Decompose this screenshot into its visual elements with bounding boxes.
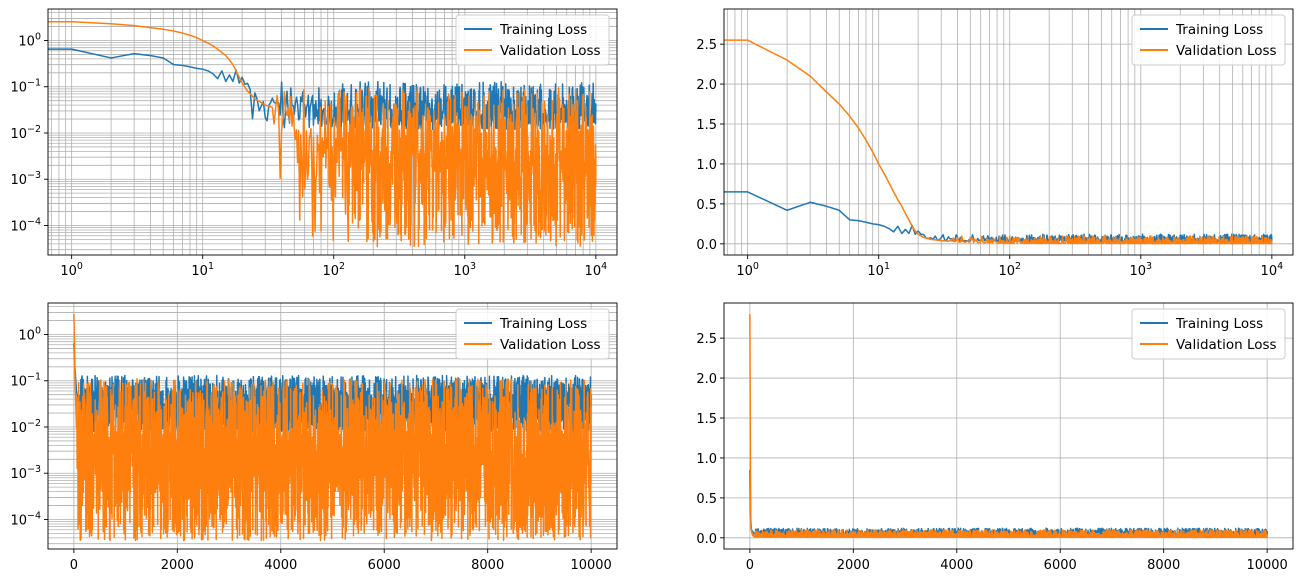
legend-box (1131, 14, 1286, 66)
series-line-validation-loss (724, 39, 1273, 245)
legend-label: Training Loss (499, 22, 587, 38)
x-tick-label: 101 (191, 261, 214, 279)
x-tick-label: 100 (736, 261, 759, 279)
series-line-training-loss (724, 191, 1273, 243)
legend-label: Training Loss (1175, 22, 1263, 38)
y-tick-label: 1.0 (696, 158, 717, 173)
y-tick-label: 10−4 (10, 216, 41, 234)
y-tick-label: 2.0 (696, 372, 717, 387)
x-tick-label: 6000 (368, 558, 401, 573)
x-tick-label: 104 (585, 261, 608, 279)
panel-bottom-left: 0 2000 4000 6000 8000 10000 10−4 10−3 10−2 10−1 10… (10, 302, 618, 573)
x-tick-label: 4000 (940, 558, 973, 573)
x-tick-label: 10000 (570, 558, 611, 573)
axes-frame (723, 8, 1294, 256)
axes-frame (47, 8, 618, 256)
y-tick-label: 10−1 (10, 78, 41, 96)
y-tick-label: 1.5 (696, 412, 717, 427)
legend: Training Loss Validation Loss (455, 308, 610, 360)
tick-labels: 0 2000 4000 6000 8000 10000 10−4 10−3 10−2 10−1 10… (10, 326, 611, 573)
y-tick-label: 2.0 (696, 78, 717, 93)
series-line-validation-loss (73, 313, 592, 542)
legend-label: Validation Loss (1176, 43, 1277, 59)
y-tick-label: 100 (18, 326, 41, 344)
x-tick-label: 0 (746, 558, 754, 573)
legend: Training Loss Validation Loss (455, 14, 610, 66)
tick-labels: 100 101 102 103 104 10−4 10−3 10−2 10−1 100 (10, 32, 607, 279)
series-line-validation-loss (749, 314, 1268, 539)
y-tick-label: 10−3 (10, 464, 41, 482)
panel-top-right: 100 101 102 103 104 0.0 0.5 1.0 1.5 2.0 2.5 Trainin… (696, 8, 1294, 279)
tick-labels: 0 2000 4000 6000 8000 10000 0.0 0.5 1.0 1.5 2.0 2.5 (696, 332, 1288, 573)
x-tick-label: 6000 (1044, 558, 1077, 573)
y-tick-label: 10−4 (10, 510, 41, 528)
x-tick-label: 8000 (471, 558, 504, 573)
y-tick-label: 10−3 (10, 170, 41, 188)
x-tick-label: 103 (454, 261, 477, 279)
legend-label: Validation Loss (500, 337, 601, 353)
legend: Training Loss Validation Loss (1131, 14, 1286, 66)
series-group (73, 313, 592, 542)
series-group (749, 314, 1268, 539)
legend-label: Training Loss (499, 316, 587, 332)
y-tick-label: 100 (18, 32, 41, 50)
tick-labels: 100 101 102 103 104 0.0 0.5 1.0 1.5 2.0 2.5 (696, 38, 1283, 279)
legend-label: Training Loss (1175, 316, 1263, 332)
y-tick-label: 10−2 (10, 418, 41, 436)
x-tick-label: 102 (322, 261, 345, 279)
y-tick-label: 2.5 (696, 38, 717, 53)
x-tick-label: 0 (70, 558, 78, 573)
x-tick-label: 8000 (1147, 558, 1180, 573)
y-tick-label: 10−1 (10, 372, 41, 390)
panel-top-left: 100 101 102 103 104 10−4 10−3 10−2 10−1 100 Traini… (10, 8, 618, 279)
panel-bottom-right: 0 2000 4000 6000 8000 10000 0.0 0.5 1.0 1.5 2.0 2.5… (696, 302, 1294, 573)
legend-box (455, 14, 610, 66)
legend-label: Validation Loss (500, 43, 601, 59)
series-line-validation-loss (48, 20, 597, 248)
y-tick-label: 0.0 (696, 238, 717, 253)
legend: Training Loss Validation Loss (1131, 308, 1286, 360)
legend-box (1131, 308, 1286, 360)
axes-frame (47, 302, 618, 550)
legend-box (455, 308, 610, 360)
x-tick-label: 101 (867, 261, 890, 279)
x-tick-label: 100 (60, 261, 83, 279)
series-group (48, 20, 597, 248)
x-tick-label: 2000 (837, 558, 870, 573)
x-tick-label: 104 (1261, 261, 1284, 279)
axes-frame (723, 302, 1294, 550)
series-group (724, 39, 1273, 245)
y-tick-label: 2.5 (696, 332, 717, 347)
x-tick-label: 102 (998, 261, 1021, 279)
y-tick-label: 0.0 (696, 532, 717, 547)
x-tick-label: 10000 (1246, 558, 1287, 573)
y-tick-label: 0.5 (696, 198, 717, 213)
legend-label: Validation Loss (1176, 337, 1277, 353)
series-line-training-loss (749, 469, 1268, 537)
x-tick-label: 2000 (161, 558, 194, 573)
x-tick-label: 4000 (264, 558, 297, 573)
x-tick-label: 103 (1130, 261, 1153, 279)
y-tick-label: 1.0 (696, 452, 717, 467)
y-tick-label: 0.5 (696, 492, 717, 507)
y-tick-label: 1.5 (696, 118, 717, 133)
y-tick-label: 10−2 (10, 124, 41, 142)
